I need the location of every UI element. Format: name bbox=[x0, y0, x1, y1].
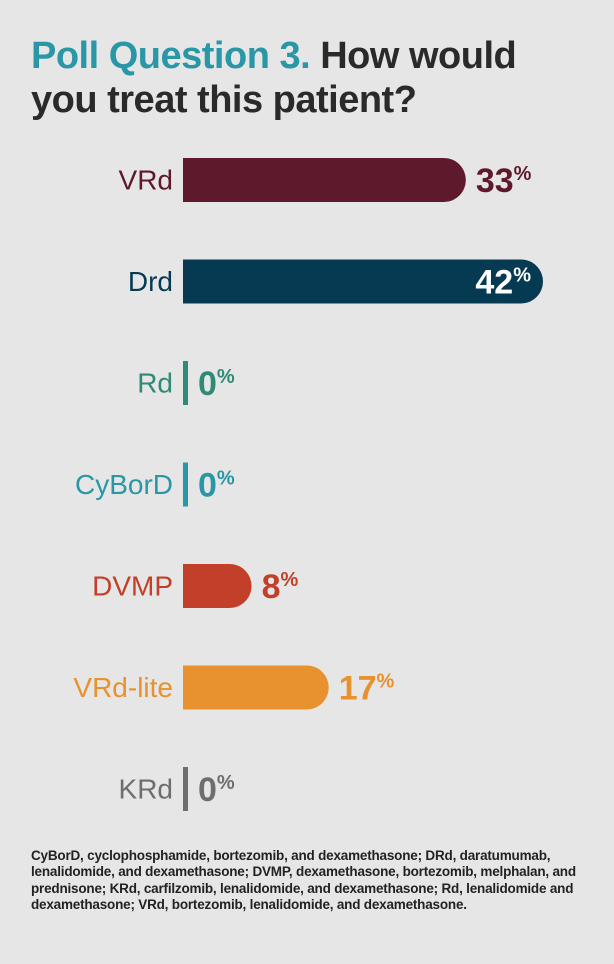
poll-question-text: How would you treat this patient? bbox=[31, 35, 517, 121]
bar-drd bbox=[183, 259, 543, 304]
bar-vrd bbox=[183, 158, 466, 202]
abbreviations-footnote: CyBorD, cyclophosphamide, bortezomib, an… bbox=[31, 848, 576, 912]
bar-dvmp bbox=[183, 564, 252, 608]
value-label-krd: 0% bbox=[198, 771, 235, 809]
value-label-rd: 0% bbox=[198, 365, 235, 403]
category-label-drd: Drd bbox=[128, 266, 173, 297]
poll-question-label: Poll Question 3. bbox=[31, 35, 311, 77]
value-label-cybord: 0% bbox=[198, 467, 235, 505]
bar-krd bbox=[183, 767, 188, 811]
value-label-vrd-lite: 17% bbox=[339, 670, 395, 708]
value-label-vrd: 33% bbox=[476, 162, 532, 200]
poll-title: Poll Question 3. How would you treat thi… bbox=[31, 34, 591, 122]
category-label-vrd: VRd bbox=[119, 165, 173, 196]
bar-cybord bbox=[183, 462, 188, 507]
bar-rd bbox=[183, 361, 188, 405]
category-label-dvmp: DVMP bbox=[92, 571, 173, 602]
category-label-vrd-lite: VRd-lite bbox=[73, 672, 173, 703]
category-label-cybord: CyBorD bbox=[75, 469, 173, 500]
value-label-dvmp: 8% bbox=[262, 568, 299, 606]
category-label-krd: KRd bbox=[119, 774, 173, 805]
category-label-rd: Rd bbox=[137, 368, 173, 399]
bar-vrd-lite bbox=[183, 665, 329, 710]
value-label-drd: 42% bbox=[475, 264, 531, 302]
